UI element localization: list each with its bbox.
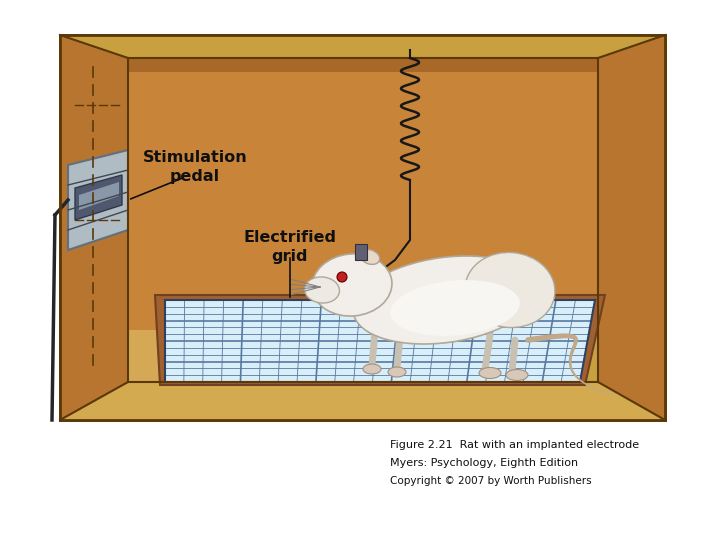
Ellipse shape bbox=[363, 364, 381, 374]
Ellipse shape bbox=[354, 256, 537, 344]
Bar bbox=[355, 244, 367, 260]
Polygon shape bbox=[490, 330, 598, 382]
Polygon shape bbox=[128, 330, 598, 382]
Text: Stimulation
pedal: Stimulation pedal bbox=[143, 150, 248, 184]
Polygon shape bbox=[165, 300, 595, 382]
Circle shape bbox=[337, 272, 347, 282]
Polygon shape bbox=[60, 35, 665, 420]
Polygon shape bbox=[68, 150, 128, 250]
Ellipse shape bbox=[360, 249, 379, 265]
Ellipse shape bbox=[506, 369, 528, 381]
Polygon shape bbox=[60, 35, 128, 420]
Polygon shape bbox=[79, 182, 119, 210]
Text: Figure 2.21  Rat with an implanted electrode: Figure 2.21 Rat with an implanted electr… bbox=[390, 440, 639, 450]
Ellipse shape bbox=[305, 277, 339, 303]
Polygon shape bbox=[155, 295, 605, 385]
Polygon shape bbox=[598, 35, 665, 420]
Ellipse shape bbox=[388, 367, 406, 377]
Text: Myers: Psychology, Eighth Edition: Myers: Psychology, Eighth Edition bbox=[390, 458, 578, 468]
Polygon shape bbox=[128, 58, 598, 72]
Polygon shape bbox=[128, 330, 230, 382]
Ellipse shape bbox=[390, 280, 520, 336]
Text: Electrified
grid: Electrified grid bbox=[243, 230, 336, 264]
Ellipse shape bbox=[312, 254, 392, 316]
Polygon shape bbox=[60, 382, 665, 420]
Polygon shape bbox=[60, 35, 665, 58]
Ellipse shape bbox=[479, 368, 501, 379]
Ellipse shape bbox=[465, 252, 555, 328]
Text: Copyright © 2007 by Worth Publishers: Copyright © 2007 by Worth Publishers bbox=[390, 476, 592, 486]
Polygon shape bbox=[128, 58, 598, 382]
Polygon shape bbox=[75, 175, 122, 220]
